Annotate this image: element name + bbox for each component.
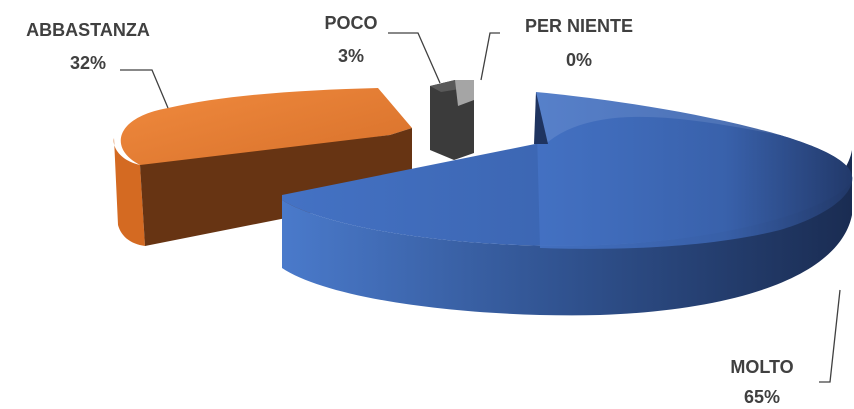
label-abbastanza-name: ABBASTANZA	[26, 20, 150, 40]
label-molto-name: MOLTO	[730, 357, 793, 377]
slice-abbastanza-inner-face	[140, 128, 412, 246]
slice-per-niente	[455, 80, 474, 106]
slice-molto-rim	[282, 150, 852, 316]
leader-per-niente	[480, 32, 500, 81]
slice-abbastanza-rim	[113, 138, 145, 246]
label-abbastanza-percent: 32%	[70, 53, 106, 73]
label-per-niente-name: PER NIENTE	[525, 16, 633, 36]
slice-abbastanza-top	[120, 88, 413, 168]
leader-poco	[388, 32, 441, 84]
label-molto-percent: 65%	[744, 387, 780, 407]
leader-abbastanza	[120, 69, 169, 109]
label-per-niente-percent: 0%	[566, 50, 592, 70]
label-poco-percent: 3%	[338, 46, 364, 66]
label-poco-name: POCO	[324, 13, 377, 33]
leader-molto	[819, 289, 841, 383]
slice-molto-cut	[534, 92, 548, 144]
slice-poco	[430, 80, 474, 160]
slice-molto	[282, 92, 853, 316]
slice-abbastanza	[113, 88, 413, 246]
